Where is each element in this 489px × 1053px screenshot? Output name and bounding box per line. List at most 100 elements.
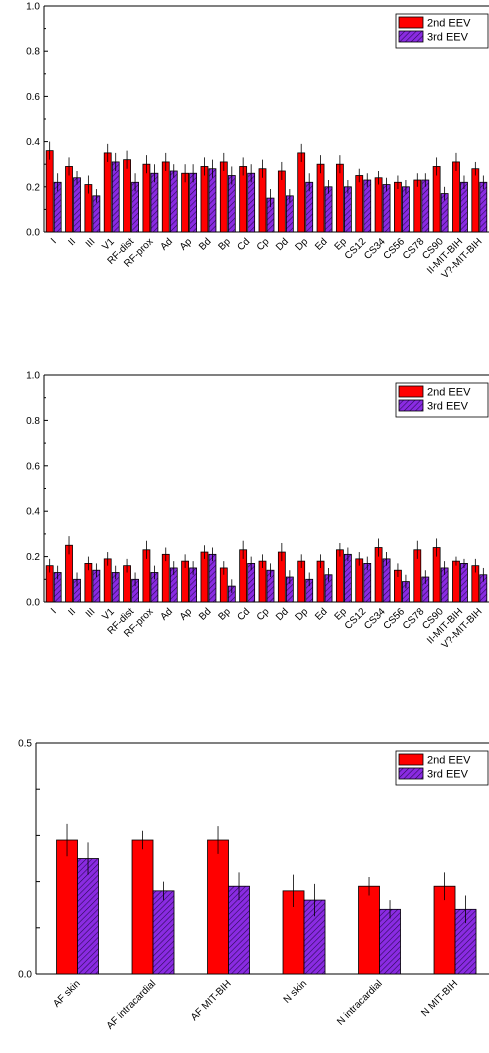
x-tick-label: AF skin [51, 978, 82, 1009]
x-tick-label: Cd [235, 606, 252, 623]
chart-panel-3: 0.0 0.5 AF skin AF intracardial AF MIT-BIH N … [18, 739, 489, 1032]
bar-3rd-eev-21 [460, 563, 468, 603]
legend-label-1: 2nd EEV [427, 755, 471, 767]
bar-3rd-eev-8 [208, 168, 217, 233]
y-tick-label: 0.0 [26, 228, 40, 239]
x-tick-label: Bp [216, 606, 233, 623]
y-tick-label: 0.6 [26, 461, 40, 472]
x-tick-label: Cp [255, 606, 272, 623]
y-tick-label: 0.4 [26, 507, 40, 518]
bar-3rd-eev-15 [343, 553, 352, 603]
x-tick-label: Ap [178, 606, 195, 623]
bar-2nd-eev-21 [452, 560, 460, 603]
x-tick-label: I [49, 236, 59, 246]
bar-3rd-eev-4 [379, 908, 401, 975]
bar-3rd-eev-21 [460, 181, 468, 233]
legend-label-1: 2nd EEV [427, 18, 471, 30]
x-tick-label: N intracardial [335, 978, 384, 1027]
y-tick-label: 1.0 [26, 2, 40, 13]
bar-2nd-eev-0 [45, 150, 54, 233]
bar-3rd-eev-8 [208, 553, 217, 603]
x-tick-label: Dp [293, 236, 310, 253]
y-tick-label: 0.8 [26, 416, 40, 427]
bar-2nd-eev-17 [374, 177, 383, 233]
x-tick-label: Dp [293, 606, 310, 623]
x-tick-label: Ed [313, 606, 329, 622]
bar-2nd-eev-15 [335, 163, 344, 233]
bar-2nd-eev-3 [103, 152, 112, 233]
chart-panel-2: 0.00.20.40.60.81.0I II III V1RF-distRF-prox… [26, 371, 489, 651]
legend-swatch-1 [398, 753, 424, 766]
bar-2nd-eev-1 [65, 166, 73, 233]
x-tick-label: Bp [216, 236, 233, 253]
x-tick-label: Bd [197, 236, 213, 252]
legend-swatch-2 [398, 399, 424, 412]
x-tick-label: AF intracardial [105, 978, 158, 1031]
x-tick-label: Dd [274, 236, 291, 253]
y-tick-label: 0.2 [26, 182, 40, 193]
bar-2nd-eev-4 [358, 885, 380, 975]
bar-2nd-eev-22 [471, 168, 480, 233]
bar-2nd-eev-2 [207, 839, 229, 975]
bar-2nd-eev-13 [297, 152, 306, 233]
bar-3rd-eev-1 [73, 177, 81, 233]
bar-2nd-eev-20 [432, 166, 441, 233]
bar-3rd-eev-0 [77, 858, 99, 975]
legend-label-1: 2nd EEV [427, 387, 471, 399]
x-tick-label: N MIT-BIH [419, 978, 460, 1019]
y-tick-label: 0.5 [18, 739, 32, 750]
legend: 2nd EEV 3rd EEV [395, 750, 489, 786]
bar-3rd-eev-3 [111, 161, 120, 233]
y-tick-label: 0.6 [26, 92, 40, 103]
bar-2nd-eev-21 [452, 161, 460, 233]
bar-2nd-eev-4 [123, 159, 131, 233]
x-tick-label: Dd [274, 606, 291, 623]
x-tick-label: II [66, 236, 78, 248]
legend-label-2: 3rd EEV [427, 32, 469, 44]
bar-2nd-eev-6 [161, 553, 170, 603]
x-tick-label: Ad [158, 236, 174, 252]
bar-3rd-eev-22 [479, 181, 488, 233]
bar-2nd-eev-16 [355, 175, 364, 233]
bar-3rd-eev-19 [421, 179, 430, 233]
legend: 2nd EEV 3rd EEV [395, 382, 489, 418]
bar-2nd-eev-5 [142, 163, 151, 233]
bar-2nd-eev-8 [200, 166, 209, 233]
legend-swatch-2 [398, 767, 424, 780]
legend-swatch-1 [398, 16, 424, 29]
bar-2nd-eev-12 [277, 170, 286, 233]
bar-2nd-eev-15 [335, 549, 344, 603]
bar-3rd-eev-6 [169, 170, 178, 233]
x-tick-label: Ad [158, 606, 174, 622]
x-tick-label: AF MIT-BIH [189, 978, 234, 1023]
y-tick-label: 0.4 [26, 137, 40, 148]
y-tick-label: 1.0 [26, 371, 40, 382]
bar-2nd-eev-1 [131, 839, 154, 975]
x-tick-label: III [84, 606, 98, 620]
bar-2nd-eev-6 [161, 161, 170, 233]
x-tick-label: Cd [235, 236, 252, 253]
legend-swatch-1 [398, 385, 424, 398]
x-tick-label: N skin [282, 978, 309, 1005]
bar-2nd-eev-0 [56, 839, 78, 975]
bar-2nd-eev-10 [239, 166, 248, 233]
legend: 2nd EEV 3rd EEV [395, 13, 489, 49]
bar-3rd-eev-1 [152, 890, 175, 975]
x-tick-label: Bd [197, 606, 213, 622]
x-tick-label: III [84, 236, 98, 250]
legend-swatch-2 [398, 30, 424, 43]
bar-2nd-eev-9 [219, 161, 228, 233]
bar-2nd-eev-8 [200, 551, 209, 603]
x-tick-label: Ap [178, 236, 195, 253]
bar-2nd-eev-18 [394, 181, 402, 233]
x-tick-label: Ed [313, 236, 329, 252]
x-tick-label: I [49, 606, 59, 616]
bar-2nd-eev-11 [258, 168, 267, 233]
y-tick-label: 0.0 [18, 970, 32, 981]
x-tick-label: II [66, 606, 78, 618]
x-tick-label: Cp [255, 236, 272, 253]
y-tick-label: 0.2 [26, 552, 40, 563]
bar-2nd-eev-19 [413, 179, 422, 233]
bar-2nd-eev-14 [316, 163, 325, 233]
